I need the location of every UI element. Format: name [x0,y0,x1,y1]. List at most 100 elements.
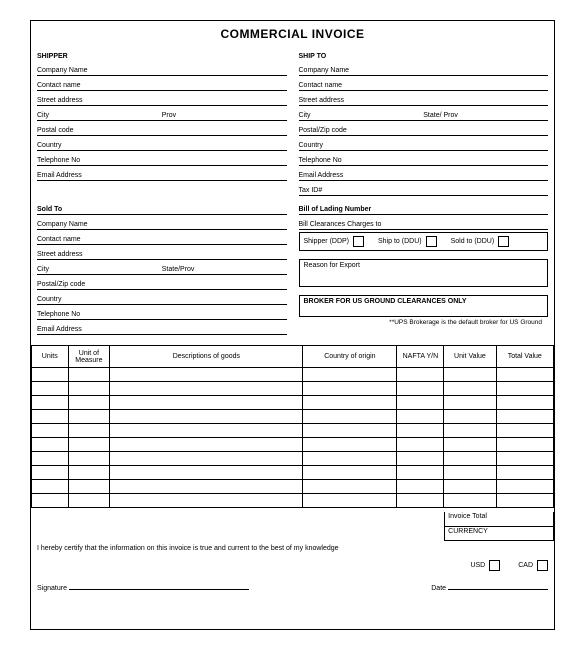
table-row[interactable] [32,494,554,508]
table-cell[interactable] [110,396,303,410]
table-cell[interactable] [110,494,303,508]
bill-opt1-checkbox[interactable] [353,236,364,247]
table-cell[interactable] [444,396,496,410]
table-cell[interactable] [110,452,303,466]
table-cell[interactable] [496,410,553,424]
table-cell[interactable] [397,438,444,452]
table-cell[interactable] [397,452,444,466]
table-cell[interactable] [110,382,303,396]
soldto-street[interactable]: Street address [37,245,287,260]
table-cell[interactable] [496,438,553,452]
table-cell[interactable] [496,368,553,382]
shipper-company[interactable]: Company Name [37,61,287,76]
bill-lading[interactable]: Bill of Lading Number [299,200,549,215]
table-cell[interactable] [397,396,444,410]
date-field[interactable]: Date [431,585,548,592]
table-cell[interactable] [32,452,69,466]
table-cell[interactable] [68,452,110,466]
bill-opt2-checkbox[interactable] [426,236,437,247]
shipto-city-prov[interactable]: City State/ Prov [299,106,549,121]
table-row[interactable] [32,396,554,410]
table-row[interactable] [32,410,554,424]
soldto-contact[interactable]: Contact name [37,230,287,245]
table-cell[interactable] [303,452,397,466]
soldto-email[interactable]: Email Address [37,320,287,335]
table-cell[interactable] [32,466,69,480]
table-cell[interactable] [303,494,397,508]
table-cell[interactable] [32,494,69,508]
shipper-city-prov[interactable]: City Prov [37,106,287,121]
table-cell[interactable] [303,410,397,424]
table-cell[interactable] [444,494,496,508]
shipto-country[interactable]: Country [299,136,549,151]
table-cell[interactable] [496,480,553,494]
shipper-email[interactable]: Email Address [37,166,287,181]
reason-box[interactable]: Reason for Export [299,259,549,287]
table-cell[interactable] [496,494,553,508]
bill-opt3-checkbox[interactable] [498,236,509,247]
table-cell[interactable] [496,382,553,396]
table-row[interactable] [32,466,554,480]
table-cell[interactable] [397,382,444,396]
table-cell[interactable] [444,438,496,452]
shipto-email[interactable]: Email Address [299,166,549,181]
shipper-telephone[interactable]: Telephone No [37,151,287,166]
table-cell[interactable] [444,466,496,480]
table-cell[interactable] [444,368,496,382]
table-cell[interactable] [32,480,69,494]
table-cell[interactable] [110,424,303,438]
soldto-postal[interactable]: Postal/Zip code [37,275,287,290]
table-cell[interactable] [32,396,69,410]
shipto-postal[interactable]: Postal/Zip code [299,121,549,136]
table-cell[interactable] [68,410,110,424]
table-cell[interactable] [68,438,110,452]
table-cell[interactable] [496,466,553,480]
shipto-telephone[interactable]: Telephone No [299,151,549,166]
table-cell[interactable] [444,382,496,396]
table-cell[interactable] [110,480,303,494]
table-cell[interactable] [496,452,553,466]
table-row[interactable] [32,382,554,396]
table-cell[interactable] [397,466,444,480]
table-cell[interactable] [110,438,303,452]
table-cell[interactable] [68,494,110,508]
shipto-contact[interactable]: Contact name [299,76,549,91]
table-cell[interactable] [110,410,303,424]
table-row[interactable] [32,368,554,382]
table-cell[interactable] [303,368,397,382]
table-cell[interactable] [303,382,397,396]
table-cell[interactable] [303,466,397,480]
shipto-company[interactable]: Company Name [299,61,549,76]
table-cell[interactable] [303,424,397,438]
table-cell[interactable] [496,396,553,410]
table-cell[interactable] [444,410,496,424]
shipto-taxid[interactable]: Tax ID# [299,181,549,196]
table-cell[interactable] [496,424,553,438]
shipper-country[interactable]: Country [37,136,287,151]
table-cell[interactable] [444,480,496,494]
table-cell[interactable] [397,480,444,494]
soldto-telephone[interactable]: Telephone No [37,305,287,320]
shipper-postal[interactable]: Postal code [37,121,287,136]
signature-field[interactable]: Signature [37,585,249,592]
shipper-street[interactable]: Street address [37,91,287,106]
shipper-contact[interactable]: Contact name [37,76,287,91]
table-row[interactable] [32,452,554,466]
table-row[interactable] [32,480,554,494]
table-cell[interactable] [68,396,110,410]
table-cell[interactable] [32,410,69,424]
table-cell[interactable] [397,494,444,508]
table-cell[interactable] [32,382,69,396]
table-cell[interactable] [32,438,69,452]
shipto-street[interactable]: Street address [299,91,549,106]
table-cell[interactable] [68,466,110,480]
soldto-country[interactable]: Country [37,290,287,305]
table-cell[interactable] [303,480,397,494]
table-cell[interactable] [397,368,444,382]
table-row[interactable] [32,424,554,438]
table-cell[interactable] [110,466,303,480]
table-cell[interactable] [32,368,69,382]
cad-checkbox[interactable] [537,560,548,571]
table-cell[interactable] [397,410,444,424]
table-row[interactable] [32,438,554,452]
